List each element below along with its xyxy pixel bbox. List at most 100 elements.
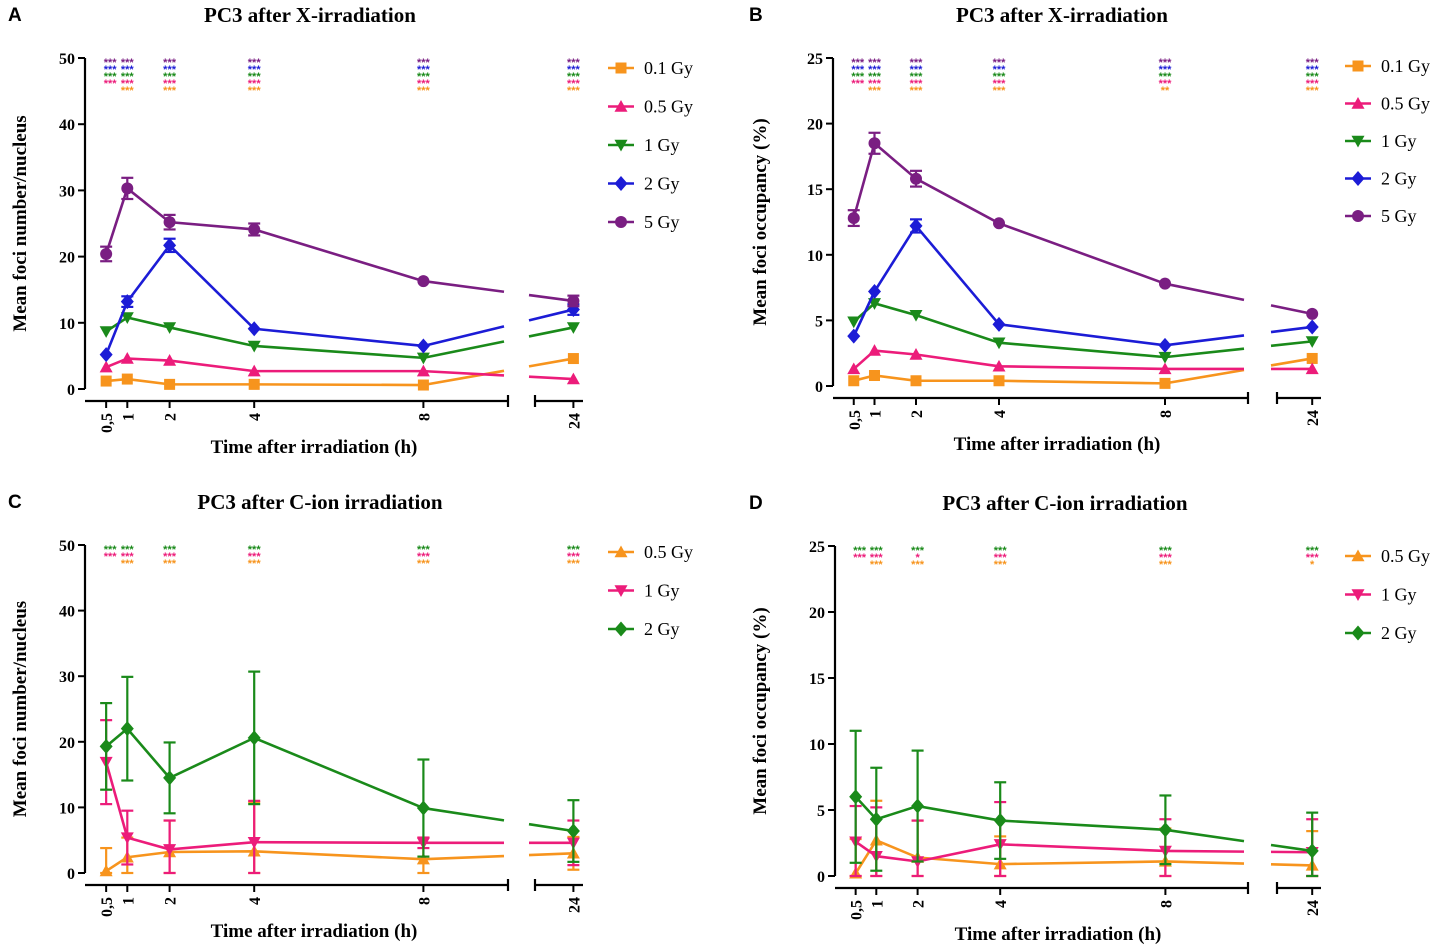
y-tick-label: 0 — [67, 382, 75, 399]
data-point — [1158, 351, 1172, 364]
series-line-after-break — [528, 308, 574, 322]
data-point — [163, 354, 177, 366]
significance-mark: *** — [567, 78, 581, 90]
series-line — [106, 377, 424, 387]
data-point — [248, 378, 260, 390]
legend-marker — [1351, 549, 1365, 562]
chart-title: PC3 after X-irradiation — [204, 3, 416, 27]
series-line-after-break — [528, 852, 574, 857]
x-tick-label: 1 — [120, 413, 137, 421]
data-point — [99, 864, 113, 877]
significance-mark: *** — [1159, 71, 1173, 83]
legend-label: 0.1 Gy — [644, 58, 693, 78]
y-tick-label: 5 — [815, 313, 823, 330]
significance-mark: *** — [121, 57, 135, 69]
significance-mark: *** — [853, 552, 867, 564]
y-tick-label: 0 — [817, 869, 825, 886]
legend-label: 0.5 Gy — [644, 97, 693, 117]
significance-mark: *** — [993, 78, 1007, 90]
significance-mark: *** — [248, 551, 262, 563]
series-line-to-break — [423, 369, 505, 387]
x-tick-label: 1 — [120, 897, 137, 905]
series-line-to-break — [423, 369, 505, 377]
x-tick-label: 24 — [1305, 900, 1322, 916]
significance-mark: *** — [993, 85, 1007, 97]
x-tick-label: 2 — [163, 897, 180, 905]
data-point — [566, 823, 580, 839]
legend-marker — [1351, 135, 1365, 148]
significance-mark: *** — [417, 57, 431, 69]
data-point — [993, 813, 1007, 829]
significance-mark: *** — [248, 78, 262, 90]
data-point — [416, 352, 430, 365]
legend-label: 2 Gy — [1381, 623, 1417, 643]
data-point — [416, 364, 430, 377]
significance-mark: *** — [868, 71, 882, 83]
panel-d: D PC3 after C-ion irradiation Mean foci oc… — [749, 491, 1430, 945]
data-point — [567, 353, 579, 365]
series-line-to-break — [423, 854, 505, 861]
data-point — [848, 375, 860, 387]
data-point — [100, 247, 113, 260]
x-axis-label: Time after irradiation (h) — [955, 924, 1162, 945]
significance-mark: *** — [567, 85, 581, 97]
significance-mark: *** — [121, 558, 135, 570]
significance-mark: *** — [910, 71, 924, 83]
data-point — [847, 362, 861, 375]
significance-mark: *** — [567, 71, 581, 83]
significance-mark: * — [1310, 559, 1315, 571]
y-tick-label: 40 — [59, 604, 75, 621]
series-line-after-break — [1270, 325, 1313, 334]
data-point — [1159, 377, 1171, 389]
series-line — [104, 761, 424, 851]
panel-letter: C — [8, 492, 22, 513]
x-tick-label: 0,5 — [849, 900, 866, 920]
legend-marker — [614, 621, 628, 637]
chart-title: PC3 after C-ion irradiation — [942, 491, 1187, 515]
data-point — [416, 852, 430, 865]
significance-mark: *** — [910, 78, 924, 90]
data-point — [1305, 319, 1319, 335]
legend-marker — [615, 62, 627, 74]
significance-mark: *** — [911, 559, 925, 571]
significance-mark: *** — [567, 558, 581, 570]
series-line — [854, 795, 1166, 832]
significance-mark: *** — [248, 558, 262, 570]
significance-mark: *** — [1306, 78, 1320, 90]
data-point — [163, 770, 177, 786]
data-point — [847, 316, 861, 329]
significance-mark: *** — [121, 551, 135, 563]
significance-mark: *** — [870, 545, 884, 557]
y-tick-label: 50 — [59, 538, 75, 555]
significance-mark: *** — [121, 78, 135, 90]
significance-mark: *** — [1306, 71, 1320, 83]
x-tick-label: 1 — [868, 410, 885, 418]
significance-mark: *** — [1159, 559, 1173, 571]
legend-marker — [1351, 589, 1365, 601]
significance-mark: *** — [417, 85, 431, 97]
significance-mark: *** — [248, 85, 262, 97]
data-point — [121, 373, 133, 385]
significance-mark: *** — [851, 57, 865, 69]
y-tick-label: 10 — [59, 316, 75, 333]
legend-label: 5 Gy — [1381, 206, 1417, 226]
x-tick-label: 1 — [869, 900, 886, 908]
significance-mark: *** — [911, 545, 925, 557]
y-axis-label: Mean foci number/nucleus — [10, 601, 31, 817]
legend-label: 0.5 Gy — [1381, 94, 1430, 114]
significance-mark: *** — [104, 544, 118, 556]
data-point — [909, 309, 923, 322]
significance-mark: *** — [104, 64, 118, 76]
panel-letter: B — [749, 5, 763, 26]
y-tick-label: 30 — [59, 183, 75, 200]
data-point — [909, 218, 923, 234]
significance-mark: *** — [868, 64, 882, 76]
data-point — [566, 322, 580, 334]
significance-mark: *** — [567, 57, 581, 69]
data-point — [1158, 362, 1172, 375]
series-line-to-break — [423, 340, 505, 360]
y-axis-label: Mean foci occupancy (%) — [750, 118, 771, 325]
y-axis-label: Mean foci number/nucleus — [10, 115, 31, 331]
y-tick-label: 25 — [807, 51, 823, 68]
data-point — [100, 375, 112, 387]
